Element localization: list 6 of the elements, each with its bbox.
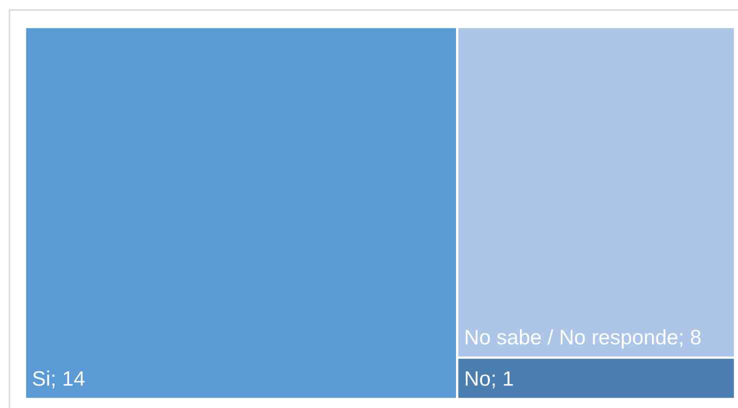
- category-label: No: [466, 371, 490, 386]
- data-label: ; 14: [52, 371, 85, 388]
- category-label: Si: [32, 370, 50, 386]
- category-label: No sabe / No responde: [466, 329, 678, 349]
- data-label: ; 1: [492, 371, 513, 388]
- data-label: ; 8: [680, 330, 701, 347]
